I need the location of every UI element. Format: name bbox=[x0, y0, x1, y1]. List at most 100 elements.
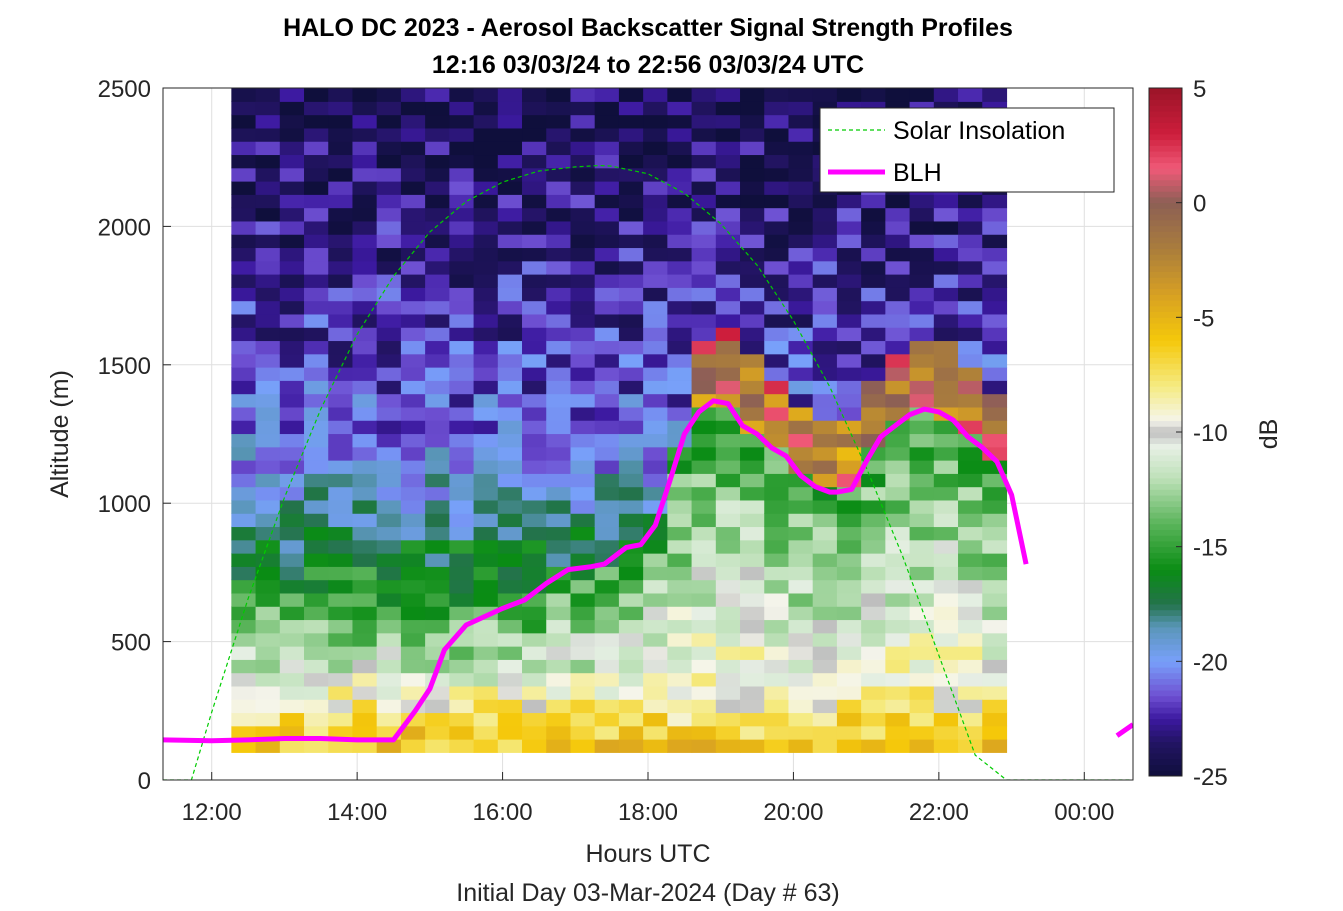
colorbar-segment bbox=[1149, 626, 1182, 634]
heatmap-cell bbox=[788, 380, 814, 395]
heatmap-cell bbox=[788, 313, 814, 328]
heatmap-cell bbox=[279, 420, 305, 435]
heatmap-cell bbox=[933, 739, 959, 753]
heatmap-cell bbox=[425, 287, 450, 302]
heatmap-cell bbox=[691, 127, 717, 142]
heatmap-cell bbox=[788, 646, 814, 660]
heatmap-cell bbox=[740, 327, 765, 342]
colorbar-segment bbox=[1149, 374, 1182, 381]
colorbar-segment bbox=[1149, 116, 1182, 123]
heatmap-cell bbox=[328, 499, 354, 514]
heatmap-cell bbox=[740, 685, 765, 700]
heatmap-cell bbox=[497, 619, 523, 634]
heatmap-cell bbox=[546, 234, 572, 249]
heatmap-cell bbox=[449, 712, 475, 727]
heatmap-cell bbox=[788, 154, 814, 169]
heatmap-cell bbox=[279, 167, 305, 182]
heatmap-cell bbox=[473, 353, 499, 368]
colorbar-segment bbox=[1149, 99, 1182, 106]
heatmap-cell bbox=[885, 194, 911, 209]
heatmap-cell bbox=[691, 460, 717, 474]
heatmap-cell bbox=[522, 88, 547, 102]
heatmap-cell bbox=[449, 473, 475, 488]
heatmap-cell bbox=[255, 712, 281, 727]
heatmap-cell bbox=[546, 167, 572, 182]
heatmap-cell bbox=[885, 353, 911, 368]
heatmap-cell bbox=[812, 446, 838, 461]
y-tick-label: 1000 bbox=[98, 491, 151, 518]
heatmap-cell bbox=[279, 300, 305, 315]
heatmap-cell bbox=[352, 274, 378, 288]
heatmap-cell bbox=[594, 260, 620, 275]
heatmap-cell bbox=[618, 486, 644, 501]
heatmap-cell bbox=[812, 553, 838, 567]
heatmap-cell bbox=[643, 194, 668, 209]
heatmap-cell bbox=[473, 234, 499, 249]
heatmap-cell bbox=[400, 207, 426, 222]
heatmap-cell bbox=[594, 592, 620, 607]
heatmap-cell bbox=[958, 566, 983, 581]
heatmap-cell bbox=[400, 446, 426, 461]
heatmap-cell bbox=[352, 287, 378, 302]
heatmap-cell bbox=[836, 406, 862, 421]
heatmap-cell bbox=[546, 632, 572, 647]
heatmap-cell bbox=[546, 460, 572, 474]
heatmap-cell bbox=[449, 672, 475, 687]
colorbar-frame bbox=[1148, 87, 1183, 777]
heatmap-cell bbox=[497, 247, 523, 262]
heatmap-cell bbox=[909, 619, 935, 634]
heatmap-cell bbox=[497, 234, 523, 249]
heatmap-cell bbox=[982, 685, 1008, 700]
heatmap-cell bbox=[231, 287, 257, 302]
heatmap-cell bbox=[982, 287, 1008, 302]
colorbar-tick-label: -20 bbox=[1193, 649, 1228, 676]
heatmap-cell bbox=[352, 619, 378, 634]
heatmap-cell bbox=[667, 672, 693, 687]
heatmap-cell bbox=[546, 499, 572, 514]
heatmap-cell bbox=[958, 207, 983, 222]
heatmap-cell bbox=[618, 499, 644, 514]
heatmap-cell bbox=[279, 393, 305, 408]
heatmap-cell bbox=[449, 88, 475, 102]
heatmap-cell bbox=[982, 406, 1008, 421]
heatmap-cell bbox=[400, 220, 426, 235]
heatmap-cell bbox=[473, 592, 499, 607]
heatmap-cell bbox=[691, 553, 717, 567]
heatmap-cell bbox=[691, 247, 717, 262]
heatmap-cell bbox=[400, 247, 426, 262]
heatmap-cell bbox=[255, 566, 281, 581]
heatmap-cell bbox=[255, 446, 281, 461]
heatmap-cell bbox=[376, 393, 402, 408]
heatmap-cell bbox=[279, 606, 305, 621]
heatmap-cell bbox=[691, 154, 717, 169]
heatmap-cell bbox=[497, 114, 523, 129]
heatmap-cell bbox=[618, 592, 644, 607]
heatmap-cell bbox=[715, 300, 741, 315]
heatmap-cell bbox=[328, 420, 354, 435]
heatmap-cell bbox=[231, 167, 257, 182]
heatmap-cell bbox=[982, 420, 1008, 435]
heatmap-cell bbox=[958, 367, 983, 381]
heatmap-cell bbox=[667, 393, 693, 408]
heatmap-cell bbox=[546, 101, 572, 116]
heatmap-cell bbox=[740, 194, 765, 209]
heatmap-cell bbox=[473, 420, 499, 435]
heatmap-cell bbox=[328, 446, 354, 461]
heatmap-cell bbox=[304, 127, 329, 142]
heatmap-cell bbox=[522, 526, 547, 541]
heatmap-cell bbox=[691, 699, 717, 714]
heatmap-cell bbox=[933, 433, 959, 448]
heatmap-cell bbox=[279, 739, 305, 753]
heatmap-cell bbox=[400, 181, 426, 195]
heatmap-cell bbox=[958, 380, 983, 395]
heatmap-cell bbox=[352, 685, 378, 700]
colorbar-segment bbox=[1149, 489, 1182, 496]
colorbar-segment bbox=[1149, 609, 1182, 616]
heatmap-cell bbox=[909, 725, 935, 740]
heatmap-cell bbox=[812, 194, 838, 209]
heatmap-cell bbox=[400, 632, 426, 647]
y-tick-label: 500 bbox=[111, 630, 151, 657]
heatmap-cell bbox=[812, 473, 838, 488]
heatmap-cell bbox=[667, 606, 693, 621]
heatmap-cell bbox=[812, 513, 838, 528]
